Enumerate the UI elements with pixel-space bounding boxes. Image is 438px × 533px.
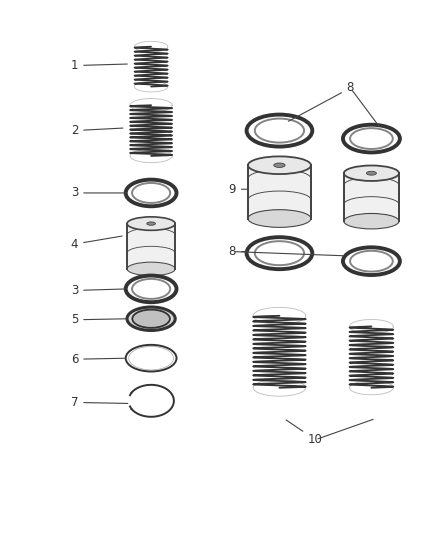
Ellipse shape (147, 222, 155, 225)
Ellipse shape (367, 171, 376, 175)
Ellipse shape (127, 307, 175, 330)
Ellipse shape (132, 310, 170, 328)
Ellipse shape (127, 217, 175, 230)
Text: 3: 3 (71, 284, 125, 297)
Text: 3: 3 (71, 187, 125, 199)
Ellipse shape (248, 209, 311, 228)
Text: 7: 7 (71, 396, 128, 409)
Text: 9: 9 (228, 183, 247, 196)
Ellipse shape (344, 166, 399, 181)
Bar (248, 165, 311, 219)
Bar (344, 173, 399, 221)
Ellipse shape (127, 262, 175, 276)
Ellipse shape (248, 156, 311, 174)
Text: 8: 8 (289, 82, 354, 122)
Ellipse shape (274, 163, 285, 167)
Bar (127, 223, 175, 269)
Ellipse shape (344, 214, 399, 229)
Text: 2: 2 (71, 124, 123, 137)
Text: 1: 1 (71, 59, 127, 72)
Text: 4: 4 (71, 236, 122, 251)
Text: 5: 5 (71, 313, 127, 326)
Text: 6: 6 (71, 353, 125, 366)
Text: 10: 10 (286, 420, 323, 446)
Text: 8: 8 (229, 245, 247, 258)
